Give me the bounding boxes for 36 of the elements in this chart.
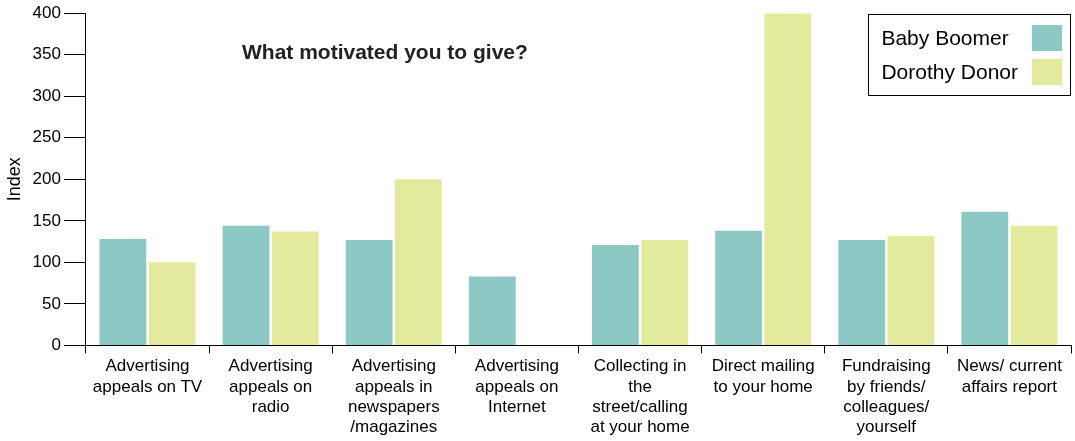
text: What motivated you to give? (242, 40, 528, 64)
y-tick-label: 100 (32, 252, 61, 272)
bar (468, 276, 516, 345)
y-axis-title: Index (3, 157, 24, 202)
bar (345, 239, 393, 345)
bar (271, 231, 319, 345)
bar (838, 239, 886, 345)
y-tick-label: 300 (32, 85, 61, 105)
bar (887, 235, 935, 345)
x-tick-label: Fundraising by friends/ colleagues/ yourself (841, 356, 931, 437)
y-tick-label: 250 (32, 127, 61, 147)
y-tick-label: 200 (32, 168, 61, 188)
bar (592, 244, 639, 345)
bar (148, 262, 196, 345)
x-tick-label: Advertising appeals on radio (228, 356, 313, 417)
bar (222, 225, 270, 345)
bar (961, 211, 1009, 345)
bar (1010, 225, 1058, 345)
x-tick-label: News/ current affairs report (957, 356, 1063, 396)
y-tick-label: 0 (51, 335, 61, 355)
y-tick-label: 50 (42, 293, 61, 313)
bar (764, 13, 812, 345)
x-tick-label: Advertising appeals in newspapers /magazines (347, 356, 440, 437)
y-tick-label: 350 (32, 44, 61, 64)
legend-label: Dorothy Donor (881, 60, 1018, 84)
bar (641, 239, 689, 345)
y-tick-label: 400 (32, 2, 61, 22)
x-tick-label: Advertising appeals on Internet (474, 356, 559, 417)
bar (395, 179, 442, 345)
legend-label: Baby Boomer (881, 26, 1010, 50)
bar (715, 230, 762, 345)
bar (99, 239, 147, 345)
x-tick-label: Direct mailing to your home (711, 356, 815, 396)
x-tick-label: Advertising appeals on TV (92, 356, 203, 396)
y-tick-label: 150 (32, 210, 61, 230)
x-tick-label: Collecting in the street/calling at your home (590, 356, 690, 437)
